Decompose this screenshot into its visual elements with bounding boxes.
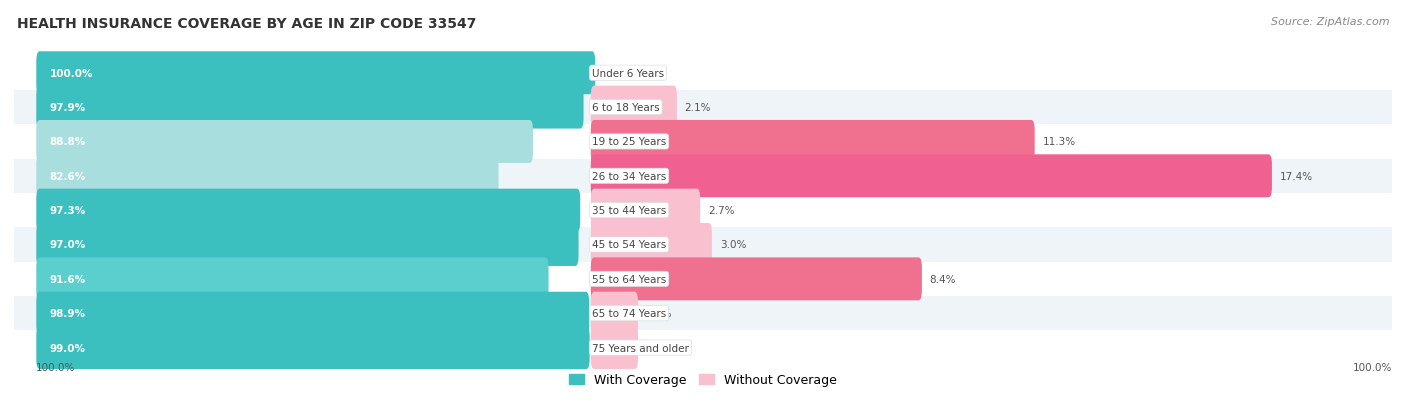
- Text: Source: ZipAtlas.com: Source: ZipAtlas.com: [1271, 17, 1389, 26]
- Text: 97.0%: 97.0%: [49, 240, 86, 250]
- Bar: [14, 330, 1392, 365]
- Bar: [14, 296, 1392, 330]
- Text: 1.1%: 1.1%: [645, 343, 672, 353]
- Text: 1.1%: 1.1%: [645, 309, 672, 318]
- FancyBboxPatch shape: [591, 223, 711, 266]
- Text: 100.0%: 100.0%: [1353, 363, 1392, 373]
- FancyBboxPatch shape: [37, 292, 589, 335]
- FancyBboxPatch shape: [37, 223, 578, 266]
- Text: 6 to 18 Years: 6 to 18 Years: [592, 103, 659, 113]
- Legend: With Coverage, Without Coverage: With Coverage, Without Coverage: [564, 368, 842, 391]
- FancyBboxPatch shape: [37, 155, 499, 198]
- FancyBboxPatch shape: [591, 86, 676, 129]
- Text: 97.3%: 97.3%: [49, 206, 86, 216]
- Bar: [14, 91, 1392, 125]
- Text: 98.9%: 98.9%: [49, 309, 86, 318]
- Text: 91.6%: 91.6%: [49, 274, 86, 284]
- FancyBboxPatch shape: [591, 155, 1272, 198]
- Bar: [14, 125, 1392, 159]
- FancyBboxPatch shape: [591, 121, 1035, 164]
- FancyBboxPatch shape: [591, 258, 922, 301]
- Bar: [14, 262, 1392, 296]
- Text: 75 Years and older: 75 Years and older: [592, 343, 689, 353]
- Text: 11.3%: 11.3%: [1042, 137, 1076, 147]
- Text: 35 to 44 Years: 35 to 44 Years: [592, 206, 666, 216]
- Text: 17.4%: 17.4%: [1279, 171, 1313, 181]
- Text: 45 to 54 Years: 45 to 54 Years: [592, 240, 666, 250]
- Text: 55 to 64 Years: 55 to 64 Years: [592, 274, 666, 284]
- Text: 2.7%: 2.7%: [709, 206, 734, 216]
- FancyBboxPatch shape: [591, 326, 638, 369]
- Text: 82.6%: 82.6%: [49, 171, 86, 181]
- Bar: [14, 159, 1392, 194]
- FancyBboxPatch shape: [37, 189, 581, 232]
- FancyBboxPatch shape: [591, 292, 638, 335]
- Text: 99.0%: 99.0%: [49, 343, 86, 353]
- FancyBboxPatch shape: [37, 121, 533, 164]
- Text: 65 to 74 Years: 65 to 74 Years: [592, 309, 666, 318]
- Text: HEALTH INSURANCE COVERAGE BY AGE IN ZIP CODE 33547: HEALTH INSURANCE COVERAGE BY AGE IN ZIP …: [17, 17, 477, 31]
- FancyBboxPatch shape: [37, 326, 589, 369]
- Text: 3.0%: 3.0%: [720, 240, 747, 250]
- Bar: [14, 194, 1392, 228]
- Text: 8.4%: 8.4%: [929, 274, 956, 284]
- FancyBboxPatch shape: [37, 258, 548, 301]
- Text: 100.0%: 100.0%: [37, 363, 76, 373]
- Text: 88.8%: 88.8%: [49, 137, 86, 147]
- FancyBboxPatch shape: [37, 52, 595, 95]
- Text: 100.0%: 100.0%: [49, 69, 93, 78]
- Text: Under 6 Years: Under 6 Years: [592, 69, 664, 78]
- FancyBboxPatch shape: [37, 86, 583, 129]
- FancyBboxPatch shape: [591, 189, 700, 232]
- Bar: [14, 57, 1392, 91]
- Text: 97.9%: 97.9%: [49, 103, 86, 113]
- Text: 19 to 25 Years: 19 to 25 Years: [592, 137, 666, 147]
- Text: 2.1%: 2.1%: [685, 103, 711, 113]
- Text: 26 to 34 Years: 26 to 34 Years: [592, 171, 666, 181]
- Bar: [14, 228, 1392, 262]
